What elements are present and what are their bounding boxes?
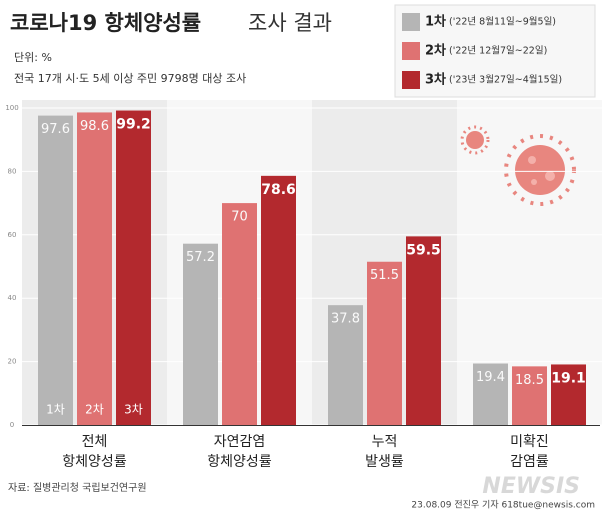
bar-series-label: 1차 (46, 403, 65, 417)
value-label: 59.5 (406, 242, 441, 258)
value-label: 78.6 (261, 182, 296, 198)
y-tick-label: 20 (8, 358, 17, 366)
legend-period: ('23년 3월27일~4월15일) (449, 74, 562, 86)
bar (367, 261, 402, 425)
value-label: 57.2 (186, 250, 215, 265)
legend-swatch (402, 13, 420, 31)
value-label: 19.1 (551, 370, 586, 386)
subtitle: 전국 17개 시·도 5세 이상 주민 9798명 대상 조사 (14, 72, 246, 85)
y-tick-label: 60 (8, 231, 17, 239)
value-label: 98.6 (80, 119, 109, 134)
y-tick-label: 80 (8, 167, 17, 175)
bar (473, 363, 508, 425)
credit: 23.08.09 전진우 기자 618tue@newsis.com (411, 500, 595, 511)
legend-period: ('22년 12월7일~22일) (449, 45, 547, 57)
bar (77, 112, 112, 426)
y-tick-label: 40 (8, 294, 17, 302)
value-label: 99.2 (116, 117, 151, 133)
bar-series-label: 3차 (124, 403, 143, 417)
bar (512, 366, 547, 425)
source: 자료: 질병관리청 국립보건연구원 (8, 481, 147, 494)
chart-title-suffix: 조사 결과 (248, 11, 332, 35)
unit-note: 단위: % (14, 51, 52, 64)
value-label: 19.4 (476, 370, 505, 385)
bar (406, 236, 441, 425)
value-label: 37.8 (331, 312, 360, 327)
bar (551, 364, 586, 425)
logo: NEWSIS (482, 474, 580, 499)
value-label: 18.5 (515, 373, 544, 388)
x-tick-label: 미확진 감염률 (510, 434, 549, 470)
bar (38, 115, 73, 425)
bar (116, 110, 151, 425)
legend-label: 3차 (425, 72, 446, 88)
x-tick-label: 누적 발생률 (365, 434, 404, 470)
bar (261, 175, 296, 425)
legend-swatch (402, 71, 420, 89)
bar (183, 243, 218, 425)
virus-small (460, 125, 490, 155)
value-label: 97.6 (41, 122, 70, 137)
legend-period: ('22년 8월11일~9월5일) (449, 16, 556, 28)
x-tick-label: 자연감염 항체양성률 (207, 434, 272, 470)
y-tick-label: 100 (5, 104, 18, 112)
legend-box (394, 4, 596, 98)
value-label: 70 (231, 210, 248, 225)
x-tick-label: 전체 항체양성률 (62, 434, 127, 470)
bar-series-label: 2차 (85, 403, 104, 417)
value-label: 51.5 (370, 268, 399, 283)
legend-label: 2차 (425, 43, 446, 59)
chart-title: 코로나19 항체양성률 (10, 11, 201, 35)
legend-swatch (402, 42, 420, 60)
bar (222, 203, 257, 425)
y-tick-label: 0 (10, 421, 14, 429)
bar (328, 305, 363, 425)
legend-label: 1차 (425, 14, 446, 30)
virus-large (504, 134, 576, 206)
